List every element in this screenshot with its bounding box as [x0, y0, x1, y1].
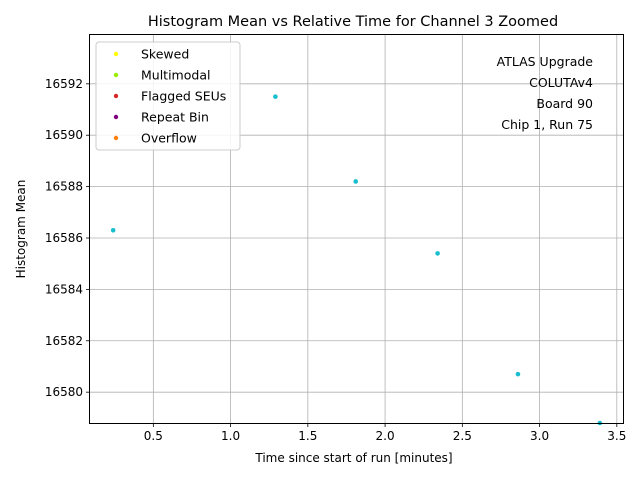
- x-tick-label: 3.0: [530, 429, 549, 443]
- legend-entry: Multimodal: [141, 68, 210, 83]
- y-tick-label: 16582: [45, 334, 83, 348]
- y-tick-label: 16586: [45, 231, 83, 245]
- y-tick-label: 16588: [45, 180, 83, 194]
- data-point: [435, 251, 440, 256]
- x-axis-label: Time since start of run [minutes]: [254, 451, 452, 465]
- annotation-line: Chip 1, Run 75: [501, 117, 593, 132]
- legend-marker: [113, 135, 119, 141]
- legend-entry: Repeat Bin: [141, 110, 209, 125]
- y-tick-label: 16580: [45, 385, 83, 399]
- x-tick-label: 2.5: [453, 429, 472, 443]
- data-point: [110, 227, 116, 233]
- y-axis-label: Histogram Mean: [14, 180, 28, 279]
- x-tick-label: 1.5: [298, 429, 317, 443]
- x-tick-label: 3.5: [607, 429, 626, 443]
- y-tick-label: 16592: [45, 77, 83, 91]
- data-point: [273, 94, 278, 99]
- legend-marker: [113, 51, 119, 57]
- x-tick-label: 2.0: [376, 429, 395, 443]
- run-annotation: ATLAS Upgrade COLUTAv4 Board 90 Chip 1, Run…: [497, 54, 594, 132]
- x-tick-label: 1.0: [221, 429, 240, 443]
- legend-entry: Flagged SEUs: [141, 89, 226, 104]
- y-axis-ticks: 16580 16582 16584 16586 16588 16590 16592: [45, 77, 90, 399]
- annotation-line: Board 90: [536, 96, 593, 111]
- legend-entry: Overflow: [141, 131, 197, 146]
- data-points: [110, 94, 603, 426]
- y-tick-label: 16590: [45, 128, 83, 142]
- grid: [90, 35, 623, 423]
- legend-marker: [113, 93, 119, 99]
- legend-marker: [113, 72, 119, 78]
- legend-box: [95, 41, 241, 151]
- plot-frame: [89, 34, 624, 424]
- legend-entry: Skewed: [141, 47, 189, 62]
- annotation-line: COLUTAv4: [529, 75, 593, 90]
- legend: Skewed Multimodal Flagged SEUs Repeat Bin Ov…: [95, 41, 241, 151]
- x-tick-label: 0.5: [144, 429, 163, 443]
- chart-title: Histogram Mean vs Relative Time for Chan…: [148, 14, 558, 30]
- legend-marker: [113, 114, 119, 120]
- data-point: [353, 179, 359, 184]
- x-axis-ticks: 0.5 1.0 1.5 2.0 2.5 3.0 3.5: [144, 423, 626, 443]
- annotation-line: ATLAS Upgrade: [497, 54, 594, 69]
- data-point: [515, 371, 521, 377]
- y-tick-label: 16584: [45, 282, 83, 296]
